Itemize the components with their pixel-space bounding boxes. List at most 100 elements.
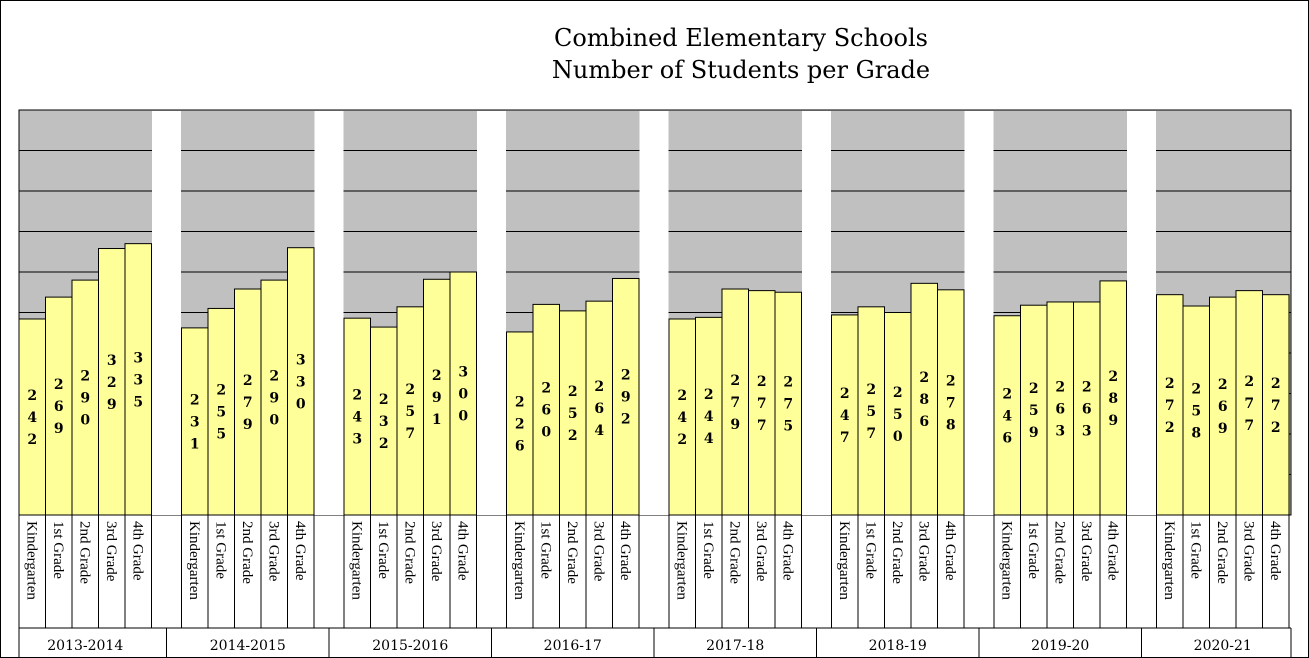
category-tick-label: Kindergarten: [998, 521, 1014, 600]
category-tick-label: 1st Grade: [862, 521, 878, 579]
category-tick-label: Kindergarten: [511, 521, 527, 600]
category-tick-label: 4th Grade: [1104, 521, 1120, 581]
group-gap: [964, 111, 994, 515]
bar: [506, 331, 534, 516]
bar: [1156, 294, 1184, 516]
category-tick-label: Kindergarten: [23, 521, 39, 600]
category-tick-label: 3rd Grade: [428, 521, 444, 582]
category-tick-label: 4th Grade: [617, 521, 633, 581]
group-label: 2014-2015: [210, 638, 286, 654]
bar: [937, 289, 965, 516]
group-label: 2015-2016: [372, 638, 448, 654]
group-label: 2018-19: [869, 638, 927, 654]
category-tick-label: Kindergarten: [348, 521, 364, 600]
bar: [1099, 280, 1127, 516]
category-tick-label: 2nd Grade: [564, 521, 580, 584]
bar: [1209, 296, 1237, 516]
bar: [831, 314, 859, 516]
bar: [181, 327, 209, 516]
category-tick-label: Kindergarten: [836, 521, 852, 600]
category-tick-label: 3rd Grade: [915, 521, 931, 582]
bar: [559, 310, 587, 516]
bar: [993, 315, 1021, 516]
bar: [1046, 301, 1074, 516]
bar: [695, 316, 723, 516]
bar: [910, 282, 938, 516]
bar: [234, 288, 262, 516]
group-gap: [477, 111, 506, 515]
plot-area: 2 4 2 Kindergarten 2 6 9 1st Grade 2 9 0 2nd Grade 3…: [18, 109, 1292, 658]
bar: [612, 277, 640, 516]
bar: [721, 288, 749, 516]
category-tick-label: 4th Grade: [942, 521, 958, 581]
bar: [423, 278, 451, 516]
bar: [884, 312, 912, 516]
chart-subtitle: Number of Students per Grade: [552, 56, 930, 84]
bar: [98, 248, 126, 516]
group-label: 2013-2014: [47, 638, 123, 654]
category-tick-label: 1st Grade: [50, 521, 66, 579]
group-label: 2016-17: [544, 638, 602, 654]
bar: [1182, 305, 1210, 516]
group-gap: [802, 111, 831, 515]
category-tick-label: 1st Grade: [537, 521, 553, 579]
bar: [585, 300, 613, 516]
group-gap: [639, 111, 669, 515]
category-tick-label: 3rd Grade: [1240, 521, 1256, 582]
category-tick-label: 3rd Grade: [265, 521, 281, 582]
chart-title: Combined Elementary Schools: [554, 24, 928, 52]
category-tick-label: 4th Grade: [1267, 521, 1283, 581]
bar: [449, 271, 477, 516]
category-tick-label: 4th Grade: [779, 521, 795, 581]
category-tick-label: 3rd Grade: [590, 521, 606, 582]
bar: [45, 296, 73, 516]
category-tick-label: 1st Grade: [375, 521, 391, 579]
bar: [343, 317, 371, 516]
category-tick-label: 2nd Grade: [76, 521, 92, 584]
bar: [207, 307, 235, 516]
category-tick-label: Kindergarten: [186, 521, 202, 600]
bar: [1073, 301, 1101, 516]
group-label: 2019-20: [1031, 638, 1089, 654]
category-tick-label: 4th Grade: [454, 521, 470, 581]
category-tick-label: 2nd Grade: [401, 521, 417, 584]
category-tick-label: 2nd Grade: [889, 521, 905, 584]
category-tick-label: 2nd Grade: [1214, 521, 1230, 584]
category-tick-label: 1st Grade: [1025, 521, 1041, 579]
category-tick-label: 2nd Grade: [726, 521, 742, 584]
group-gap: [314, 111, 344, 515]
